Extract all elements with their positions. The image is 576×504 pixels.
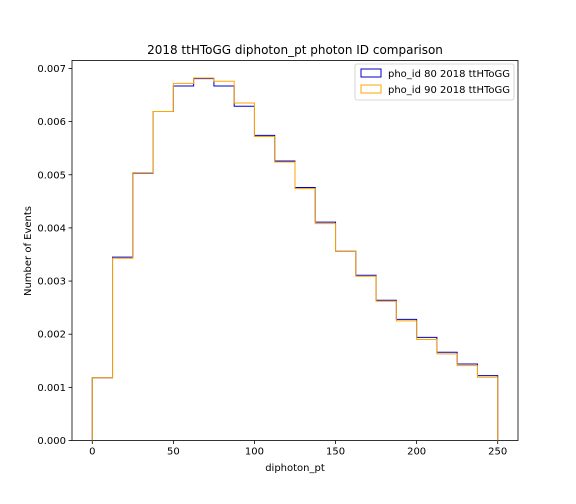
legend-label-pho-id-80: pho_id 80 2018 ttHToGG — [388, 69, 510, 80]
y-tick-label: 0.000 — [37, 436, 66, 447]
x-tick-label: 0 — [89, 447, 95, 458]
x-tick-label: 250 — [488, 447, 507, 458]
legend: pho_id 80 2018 ttHToGG pho_id 90 2018 tt… — [355, 64, 514, 100]
y-tick-label: 0.007 — [37, 64, 66, 75]
y-axis-title: Number of Events — [23, 206, 34, 296]
chart-title: 2018 ttHToGG diphoton_pt photon ID compa… — [147, 43, 443, 57]
y-tick-label: 0.005 — [37, 170, 66, 181]
x-tick-label: 150 — [326, 447, 345, 458]
y-tick-label: 0.003 — [37, 277, 66, 288]
y-tick-label: 0.001 — [37, 383, 66, 394]
y-tick-label: 0.006 — [37, 117, 66, 128]
x-axis-title: diphoton_pt — [265, 463, 325, 474]
y-tick-label: 0.004 — [37, 223, 66, 234]
x-tick-label: 100 — [245, 447, 264, 458]
x-tick-label: 50 — [167, 447, 180, 458]
x-tick-label: 200 — [407, 447, 426, 458]
legend-label-pho-id-90: pho_id 90 2018 ttHToGG — [388, 85, 510, 96]
y-tick-label: 0.002 — [37, 330, 66, 341]
